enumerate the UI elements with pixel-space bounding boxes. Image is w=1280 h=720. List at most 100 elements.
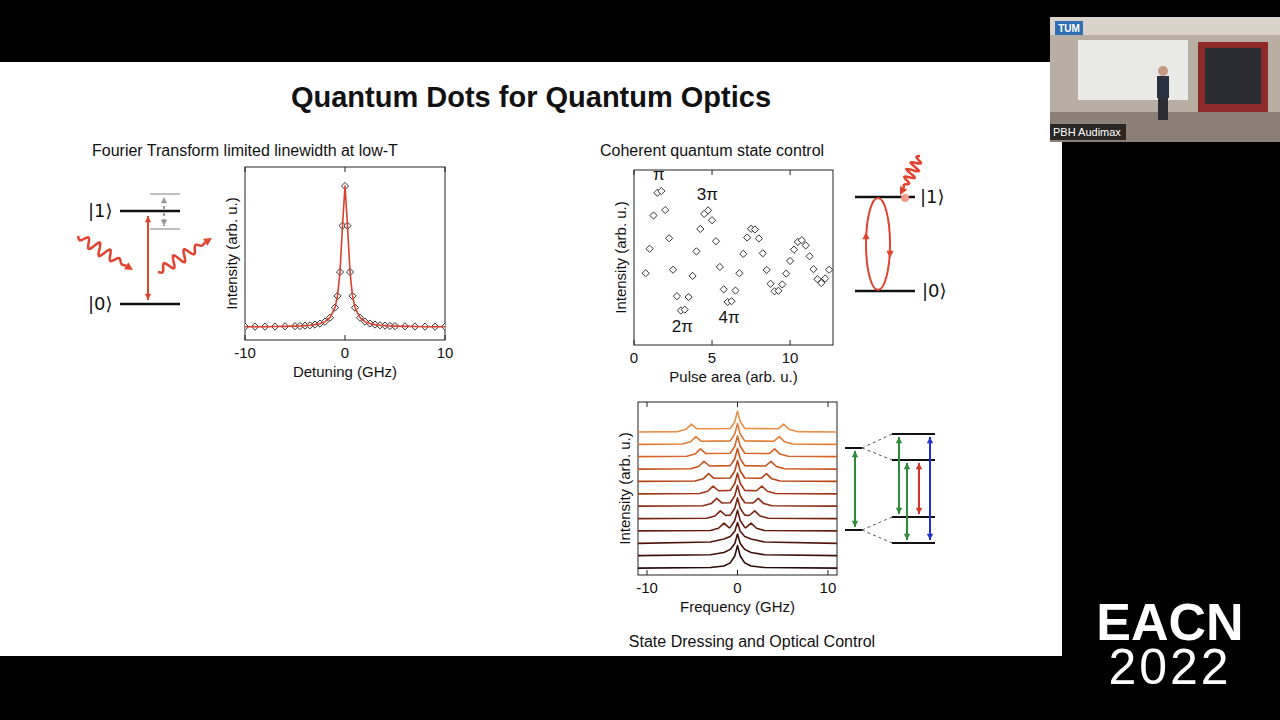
annotation: 4π — [719, 308, 740, 327]
arrow-head — [927, 437, 933, 443]
data-point — [681, 306, 688, 313]
x-axis-title: Detuning (GHz) — [293, 363, 397, 380]
arrow-head — [161, 220, 167, 226]
arrow-head — [862, 232, 869, 239]
x-tick — [790, 340, 791, 345]
camera-label-bg — [1050, 124, 1126, 140]
annotation: 3π — [697, 185, 718, 204]
data-point — [751, 226, 758, 233]
data-point — [806, 253, 813, 260]
arrow — [918, 463, 920, 514]
camera-logo-box — [1055, 21, 1083, 35]
data-point — [642, 270, 649, 277]
arrow-head — [916, 508, 922, 514]
x-tick — [647, 402, 648, 407]
arrow-head — [852, 521, 858, 527]
x-tick — [245, 167, 246, 172]
spectrum-trace — [638, 411, 837, 432]
x-tick — [647, 570, 648, 575]
arrow-head — [145, 216, 151, 222]
energy-level — [892, 433, 935, 435]
arrow — [854, 451, 856, 527]
arrow-head — [900, 186, 907, 195]
data-point — [822, 275, 829, 282]
y-axis-title: Intensity (arb. u.) — [616, 432, 633, 545]
x-tick — [445, 167, 446, 172]
energy-level — [892, 516, 935, 518]
arrow-head — [896, 508, 902, 514]
x-tick — [345, 167, 346, 172]
plot-frame — [634, 170, 833, 345]
spectrum-trace — [638, 510, 837, 531]
camera-wall — [1050, 17, 1280, 142]
panel-heading: Coherent quantum state control — [600, 142, 824, 159]
data-point — [767, 280, 774, 287]
chart: -10010Frequency (GHz)Intensity (arb. u.) — [616, 402, 837, 615]
panel-caption: State Dressing and Optical Control — [629, 633, 875, 650]
energy-level — [845, 447, 862, 449]
x-tick-label: 10 — [437, 344, 454, 361]
page: Quantum Dots for Quantum Optics Fourier T… — [0, 0, 1280, 720]
spectrum-trace — [638, 485, 837, 506]
connector — [862, 517, 892, 530]
dressed-state-diagram — [845, 434, 935, 543]
connector — [862, 530, 892, 543]
photon — [158, 242, 205, 272]
x-tick — [712, 340, 713, 345]
state-label: |0⟩ — [88, 293, 113, 314]
data-point — [669, 266, 676, 273]
data-point — [786, 257, 793, 264]
connector — [862, 434, 892, 448]
energy-level — [855, 290, 915, 293]
data-point — [716, 263, 723, 270]
x-tick — [712, 170, 713, 175]
x-tick-label: 0 — [630, 349, 638, 366]
camera-person — [1158, 98, 1168, 120]
data-point — [693, 248, 700, 255]
energy-level — [892, 542, 935, 544]
plot-frame — [245, 167, 445, 340]
x-tick — [790, 170, 791, 175]
plot-frame — [638, 402, 837, 575]
data-point — [712, 238, 719, 245]
energy-level — [845, 529, 862, 531]
x-tick — [827, 402, 828, 407]
data-point — [825, 266, 832, 273]
arrow — [147, 216, 149, 300]
x-tick — [827, 570, 828, 575]
fit-line — [245, 186, 445, 327]
photon — [904, 156, 921, 188]
data-point — [740, 250, 747, 257]
connector — [862, 448, 892, 460]
data-point — [763, 266, 770, 273]
arrow — [929, 437, 931, 540]
event-year: 2022 — [1108, 639, 1231, 695]
chart: -10010Detuning (GHz)Intensity (arb. u.) — [223, 167, 453, 380]
y-axis-title: Intensity (arb. u.) — [612, 201, 629, 314]
x-tick-label: -10 — [234, 344, 256, 361]
arrow — [906, 463, 908, 540]
plot-area — [638, 411, 837, 568]
camera-person — [1158, 66, 1168, 76]
annotation: π — [653, 165, 665, 184]
spectrum-trace — [638, 424, 837, 445]
data-point — [810, 266, 817, 273]
slide-title: Quantum Dots for Quantum Optics — [291, 81, 771, 113]
energy-level — [120, 210, 180, 213]
x-tick-label: -10 — [636, 579, 658, 596]
x-tick — [445, 335, 446, 340]
level-diagram: |1⟩|0⟩ — [78, 194, 212, 314]
arrow-head — [904, 463, 910, 469]
panel-heading: Fourier Transform limited linewidth at l… — [92, 142, 398, 159]
arrow-head — [904, 534, 910, 540]
data-point — [650, 212, 657, 219]
spectrum-trace — [638, 546, 837, 568]
energy-level — [120, 303, 180, 306]
plot-area — [245, 182, 445, 330]
x-tick — [737, 570, 738, 575]
data-point — [685, 293, 692, 300]
data-point — [658, 187, 665, 194]
energy-level — [150, 228, 180, 230]
data-point — [697, 225, 704, 232]
arrow-head — [852, 451, 858, 457]
